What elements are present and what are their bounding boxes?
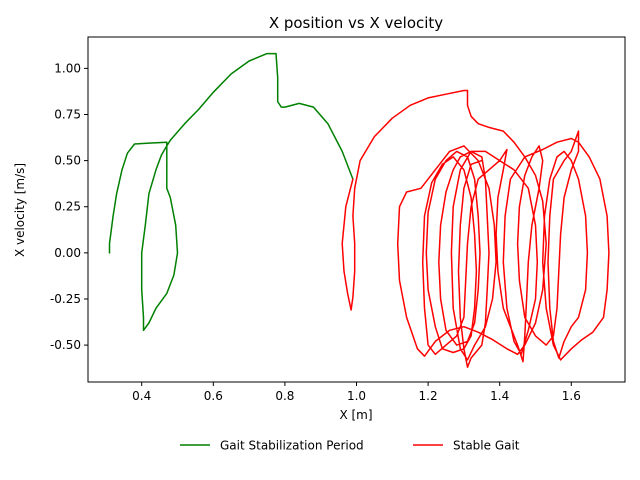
chart-title: X position vs X velocity bbox=[269, 14, 443, 32]
legend-label-1: Stable Gait bbox=[453, 439, 520, 453]
x-axis-ticks: 0.4 0.6 0.8 1.0 1.2 1.4 1.6 bbox=[132, 382, 581, 403]
y-axis-ticks: -0.50 -0.25 0.00 0.25 0.50 0.75 1.00 bbox=[50, 61, 88, 352]
x-tick-label: 1.0 bbox=[347, 389, 366, 403]
x-tick-label: 0.4 bbox=[132, 389, 151, 403]
x-tick-label: 1.4 bbox=[490, 389, 509, 403]
y-tick-label: 0.75 bbox=[54, 107, 81, 121]
series-layer bbox=[108, 52, 610, 368]
y-axis-label: X velocity [m/s] bbox=[13, 163, 27, 257]
series-line-0 bbox=[108, 52, 354, 332]
legend-label-0: Gait Stabilization Period bbox=[220, 439, 364, 453]
y-tick-label: -0.25 bbox=[50, 292, 81, 306]
x-tick-label: 0.8 bbox=[275, 389, 294, 403]
legend: Gait Stabilization Period Stable Gait bbox=[180, 439, 520, 453]
y-tick-label: 0.25 bbox=[54, 200, 81, 214]
x-tick-label: 1.2 bbox=[419, 389, 438, 403]
y-tick-label: 0.50 bbox=[54, 154, 81, 168]
y-tick-label: -0.50 bbox=[50, 338, 81, 352]
series-line-1 bbox=[341, 89, 610, 368]
x-tick-label: 0.6 bbox=[204, 389, 223, 403]
x-tick-label: 1.6 bbox=[562, 389, 581, 403]
y-tick-label: 0.00 bbox=[54, 246, 81, 260]
x-axis-label: X [m] bbox=[339, 408, 372, 422]
y-tick-label: 1.00 bbox=[54, 61, 81, 75]
